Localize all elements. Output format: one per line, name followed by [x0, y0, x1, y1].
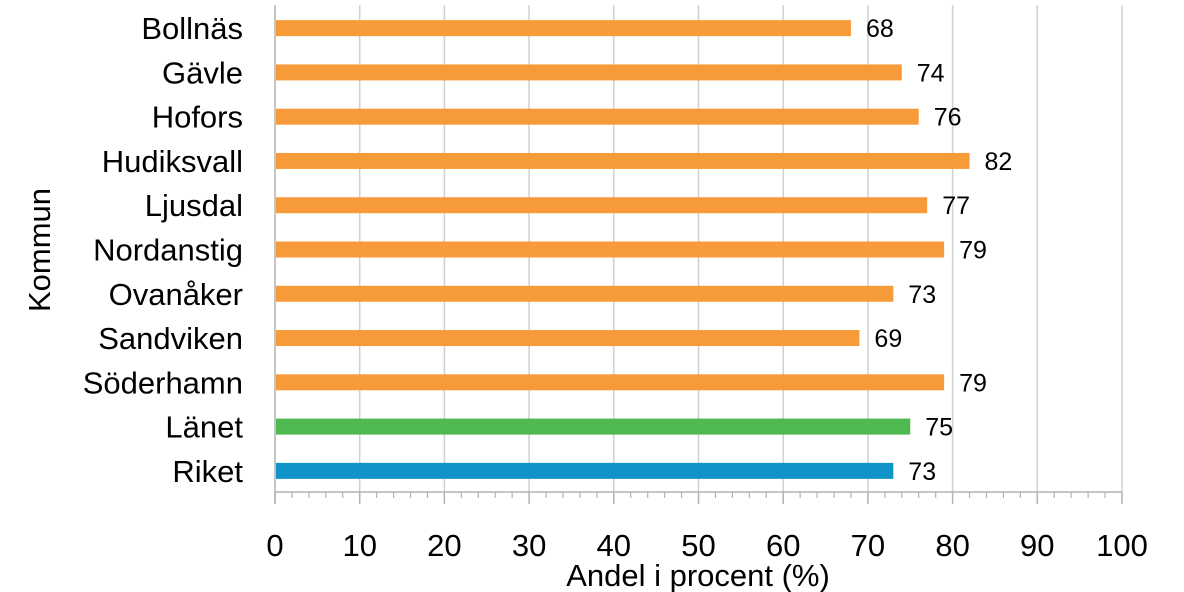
bar — [276, 64, 902, 81]
x-tick-label: 10 — [342, 528, 376, 563]
data-label: 73 — [908, 458, 936, 486]
category-label: Nordanstig — [93, 233, 243, 268]
data-label: 82 — [985, 148, 1013, 176]
category-label: Länet — [165, 410, 243, 445]
data-label: 76 — [934, 104, 962, 132]
data-label: 75 — [925, 414, 953, 442]
data-label: 69 — [874, 325, 902, 353]
x-tick-label: 80 — [935, 528, 969, 563]
data-label: 74 — [917, 59, 945, 87]
data-label: 73 — [908, 281, 936, 309]
bar — [276, 285, 894, 302]
x-tick-label: 90 — [1020, 528, 1054, 563]
x-tick-label: 20 — [427, 528, 461, 563]
x-tick-label: 50 — [681, 528, 715, 563]
data-label: 79 — [959, 369, 987, 397]
category-label: Ovanåker — [109, 277, 243, 312]
bar — [276, 330, 860, 347]
bar — [276, 108, 919, 125]
bar — [276, 152, 970, 169]
category-label: Sandviken — [98, 321, 243, 356]
category-label: Hudiksvall — [102, 144, 243, 179]
category-label: Hofors — [152, 100, 243, 135]
x-tick-label: 70 — [851, 528, 885, 563]
x-axis — [274, 5, 1123, 504]
category-label: Ljusdal — [145, 188, 243, 223]
x-tick-label: 30 — [512, 528, 546, 563]
x-tick-label: 40 — [597, 528, 631, 563]
bar — [276, 20, 851, 37]
category-label: Riket — [172, 454, 243, 489]
x-tick-label: 60 — [766, 528, 800, 563]
data-label: 77 — [942, 192, 970, 220]
x-axis-title: Andel i procent (%) — [566, 558, 830, 592]
bar — [276, 241, 945, 258]
category-labels: Bollnäs Gävle Hofors Hudiksvall Ljusdal Norda… — [83, 11, 244, 489]
category-label: Gävle — [162, 55, 243, 90]
x-tick-label: 0 — [266, 528, 283, 563]
bar — [276, 197, 928, 214]
y-axis-title: Kommun — [22, 188, 57, 312]
bar — [276, 462, 894, 479]
bar — [276, 374, 945, 391]
category-label: Bollnäs — [141, 11, 243, 46]
data-label: 68 — [866, 15, 894, 43]
data-label: 79 — [959, 237, 987, 265]
bar — [276, 418, 911, 435]
category-label: Söderhamn — [83, 365, 243, 400]
x-tick-label: 100 — [1096, 528, 1148, 563]
x-tick-labels: 0 10 20 30 40 50 60 70 80 90 100 — [266, 528, 1147, 563]
bars — [276, 20, 970, 479]
